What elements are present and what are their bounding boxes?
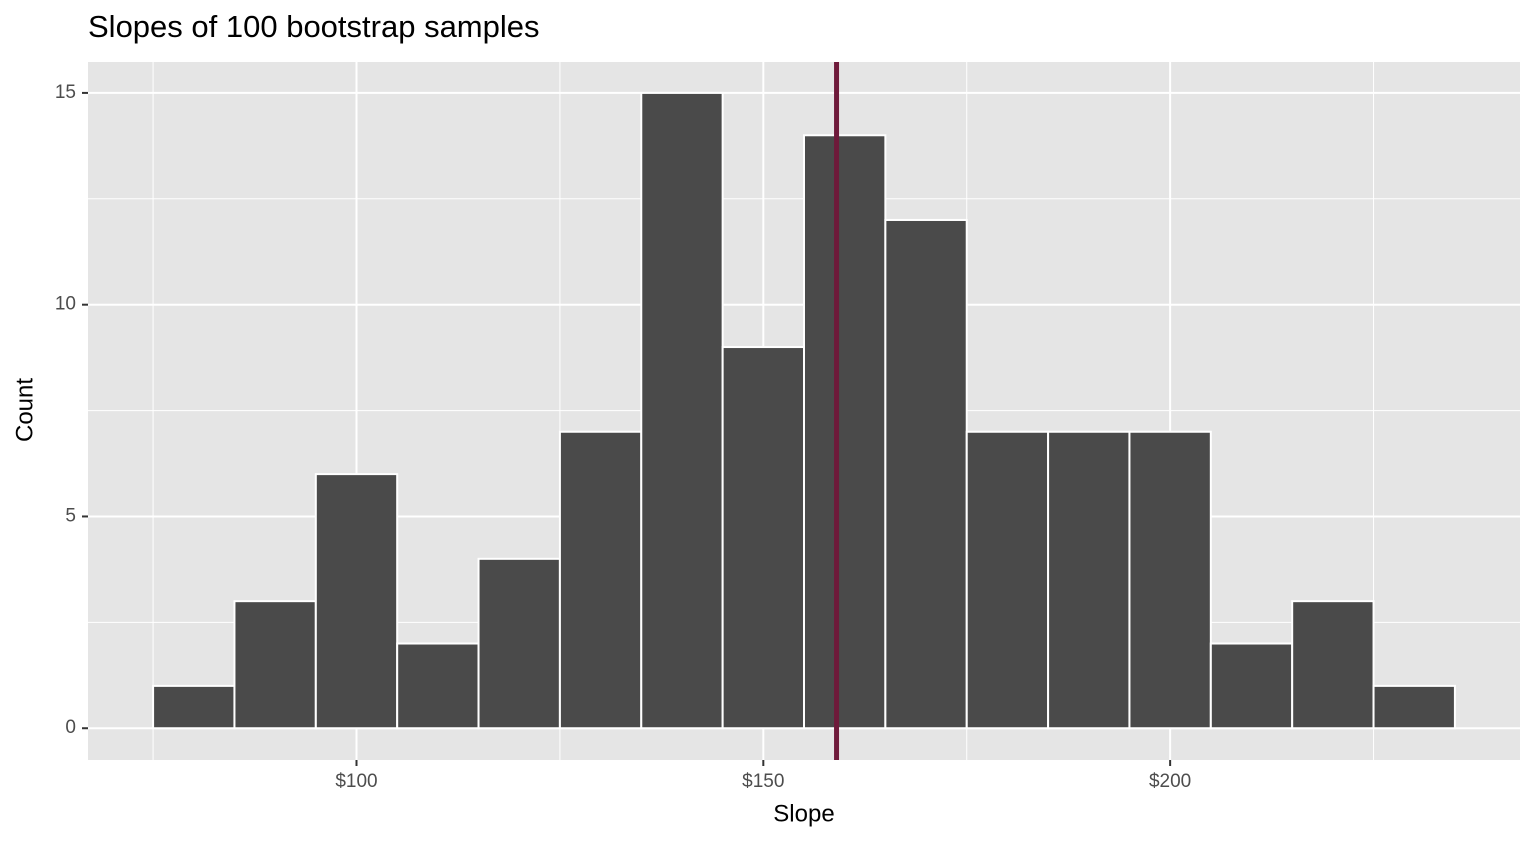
bar	[1372, 684, 1456, 730]
x-tick-label: $200	[1149, 771, 1191, 792]
bar	[1209, 642, 1294, 730]
chart-title: Slopes of 100 bootstrap samples	[88, 9, 540, 44]
bar	[965, 430, 1050, 730]
bar	[1291, 600, 1375, 730]
bar	[233, 600, 317, 730]
y-tick-label: 0	[65, 717, 76, 738]
bar	[803, 134, 887, 730]
y-tick-label: 5	[65, 505, 76, 526]
bar	[396, 642, 480, 730]
x-tick-label: $100	[335, 771, 377, 792]
bar	[640, 91, 724, 730]
bar	[152, 684, 236, 730]
bar	[1128, 430, 1212, 730]
bar	[884, 218, 968, 730]
bar	[1047, 430, 1131, 730]
bar	[721, 346, 805, 730]
bar	[558, 430, 643, 730]
y-tick-label: 15	[55, 82, 76, 103]
y-axis-label: Count	[11, 378, 38, 442]
bar	[477, 557, 561, 730]
x-axis-label: Slope	[773, 800, 834, 827]
x-tick-label: $150	[742, 771, 784, 792]
bar	[314, 473, 399, 730]
y-tick-label: 10	[55, 294, 76, 315]
